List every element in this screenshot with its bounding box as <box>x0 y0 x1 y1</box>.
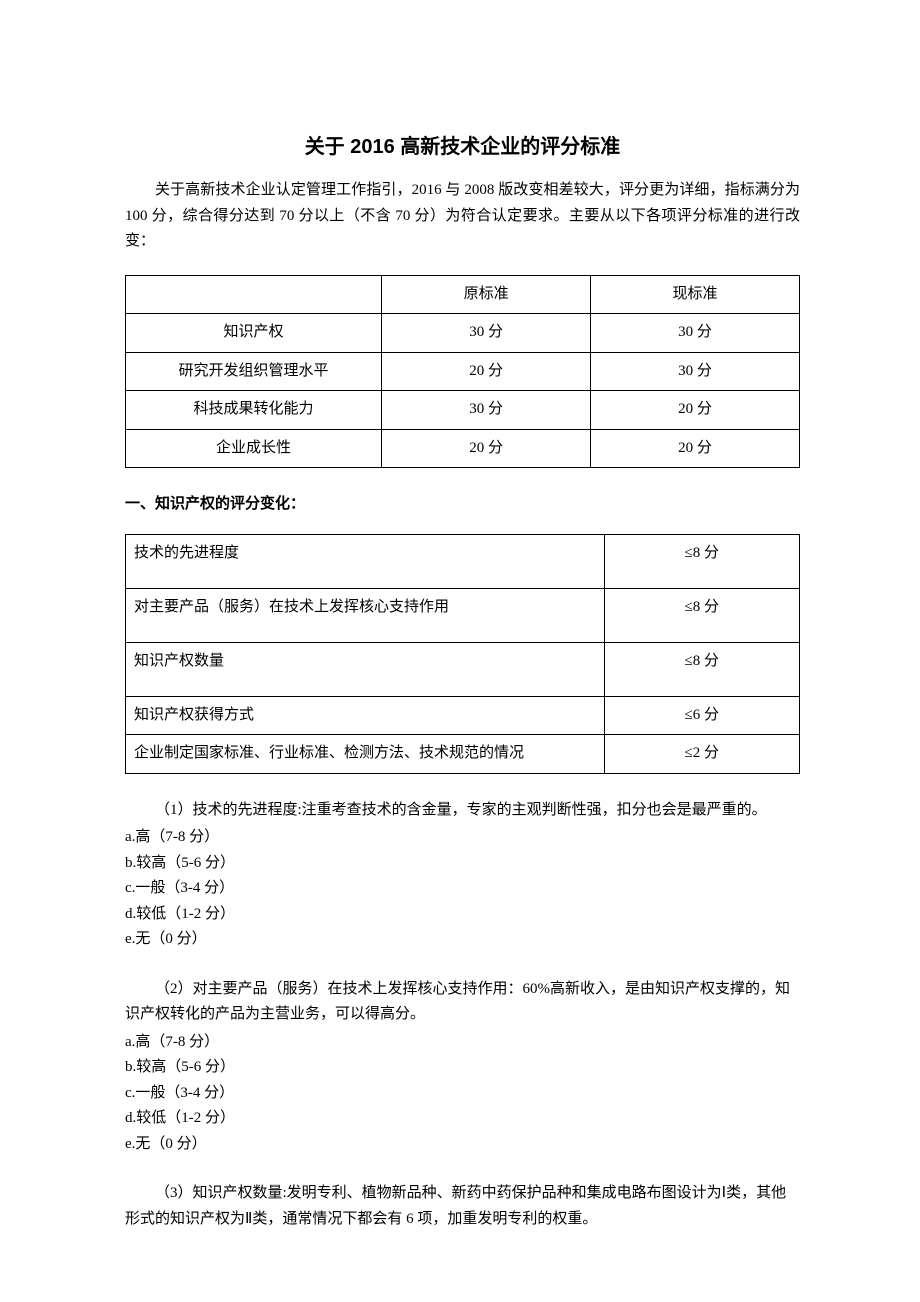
option: b.较高（5-6 分） <box>125 1055 800 1081</box>
page-title: 关于 2016 高新技术企业的评分标准 <box>125 130 800 164</box>
item-lead: （2）对主要产品（服务）在技术上发挥核心支持作用：60%高新收入，是由知识产权支… <box>125 977 800 1028</box>
table-cell: ≤6 分 <box>604 696 799 735</box>
table-cell: ≤2 分 <box>604 735 799 774</box>
option: e.无（0 分） <box>125 927 800 953</box>
table-row: 知识产权数量 ≤8 分 <box>126 642 800 696</box>
option: d.较低（1-2 分） <box>125 902 800 928</box>
option: a.高（7-8 分） <box>125 825 800 851</box>
table-cell: ≤8 分 <box>604 534 799 588</box>
table-cell: 30 分 <box>591 352 800 391</box>
option: e.无（0 分） <box>125 1132 800 1158</box>
option: b.较高（5-6 分） <box>125 851 800 877</box>
item-lead: （1）技术的先进程度:注重考查技术的含金量，专家的主观判断性强，扣分也会是最严重… <box>125 798 800 824</box>
item-lead: （3）知识产权数量:发明专利、植物新品种、新药中药保护品种和集成电路布图设计为Ⅰ… <box>125 1181 800 1232</box>
option: c.一般（3-4 分） <box>125 876 800 902</box>
table-cell: 技术的先进程度 <box>126 534 605 588</box>
section-heading: 一、知识产权的评分变化： <box>125 492 800 518</box>
table-cell: 20 分 <box>382 352 591 391</box>
item-3: （3）知识产权数量:发明专利、植物新品种、新药中药保护品种和集成电路布图设计为Ⅰ… <box>125 1181 800 1232</box>
table-header-cell: 现标准 <box>591 275 800 314</box>
table-cell: 30 分 <box>382 391 591 430</box>
table-header-cell <box>126 275 382 314</box>
table-cell: 20 分 <box>591 429 800 468</box>
comparison-table: 原标准 现标准 知识产权 30 分 30 分 研究开发组织管理水平 20 分 3… <box>125 275 800 469</box>
table-cell: 20 分 <box>382 429 591 468</box>
table-cell: 研究开发组织管理水平 <box>126 352 382 391</box>
item-options: a.高（7-8 分） b.较高（5-6 分） c.一般（3-4 分） d.较低（… <box>125 1030 800 1158</box>
item-options: a.高（7-8 分） b.较高（5-6 分） c.一般（3-4 分） d.较低（… <box>125 825 800 953</box>
table-cell: 知识产权 <box>126 314 382 353</box>
table-row: 知识产权获得方式 ≤6 分 <box>126 696 800 735</box>
option: c.一般（3-4 分） <box>125 1081 800 1107</box>
table-cell: 科技成果转化能力 <box>126 391 382 430</box>
table-cell: 20 分 <box>591 391 800 430</box>
table-cell: 知识产权数量 <box>126 642 605 696</box>
table-row: 企业成长性 20 分 20 分 <box>126 429 800 468</box>
table-row: 知识产权 30 分 30 分 <box>126 314 800 353</box>
table-cell: 30 分 <box>591 314 800 353</box>
table-cell: ≤8 分 <box>604 588 799 642</box>
table-cell: 企业制定国家标准、行业标准、检测方法、技术规范的情况 <box>126 735 605 774</box>
table-header-cell: 原标准 <box>382 275 591 314</box>
table-row: 研究开发组织管理水平 20 分 30 分 <box>126 352 800 391</box>
item-1: （1）技术的先进程度:注重考查技术的含金量，专家的主观判断性强，扣分也会是最严重… <box>125 798 800 953</box>
table-row: 企业制定国家标准、行业标准、检测方法、技术规范的情况 ≤2 分 <box>126 735 800 774</box>
intro-paragraph: 关于高新技术企业认定管理工作指引，2016 与 2008 版改变相差较大，评分更… <box>125 178 800 255</box>
table-row: 技术的先进程度 ≤8 分 <box>126 534 800 588</box>
table-header-row: 原标准 现标准 <box>126 275 800 314</box>
table-row: 科技成果转化能力 30 分 20 分 <box>126 391 800 430</box>
table-cell: 企业成长性 <box>126 429 382 468</box>
table-cell: 知识产权获得方式 <box>126 696 605 735</box>
table-cell: 对主要产品（服务）在技术上发挥核心支持作用 <box>126 588 605 642</box>
option: a.高（7-8 分） <box>125 1030 800 1056</box>
table-cell: 30 分 <box>382 314 591 353</box>
option: d.较低（1-2 分） <box>125 1106 800 1132</box>
table-cell: ≤8 分 <box>604 642 799 696</box>
table-row: 对主要产品（服务）在技术上发挥核心支持作用 ≤8 分 <box>126 588 800 642</box>
item-2: （2）对主要产品（服务）在技术上发挥核心支持作用：60%高新收入，是由知识产权支… <box>125 977 800 1158</box>
scoring-table: 技术的先进程度 ≤8 分 对主要产品（服务）在技术上发挥核心支持作用 ≤8 分 … <box>125 534 800 774</box>
